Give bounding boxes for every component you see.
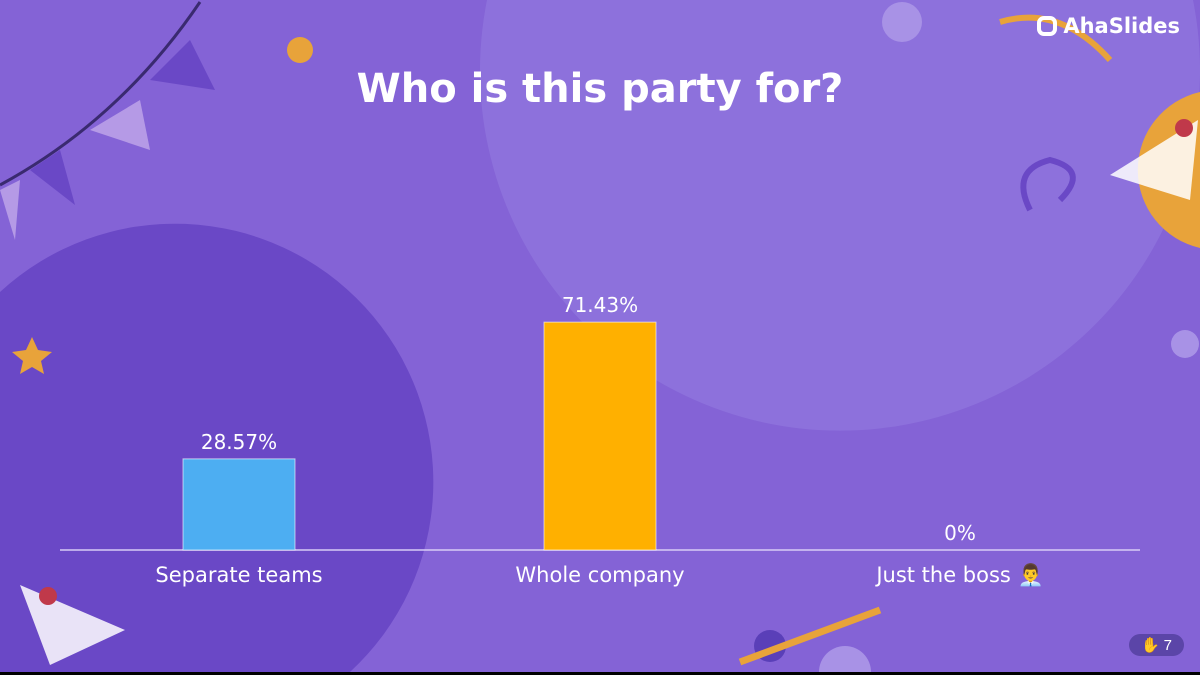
response-count-badge: ✋ 7 xyxy=(1128,634,1184,656)
ahaslides-logo: AhaSlides xyxy=(1037,14,1180,38)
bar-0 xyxy=(182,458,296,551)
star-icon xyxy=(12,337,52,374)
raised-hand-icon: ✋ xyxy=(1140,637,1160,654)
dot xyxy=(287,37,313,63)
dot xyxy=(1171,330,1199,358)
response-count: 7 xyxy=(1163,636,1172,654)
dot xyxy=(882,2,922,42)
background-circle xyxy=(480,0,1200,431)
slide-title: Who is this party for? xyxy=(356,66,844,112)
category-label: Whole company xyxy=(515,563,684,587)
ahaslides-logo-icon xyxy=(1037,16,1058,36)
cocktail-glass-icon xyxy=(20,585,125,665)
data-label: 28.57% xyxy=(201,430,277,454)
bar-1 xyxy=(543,321,657,551)
data-label: 71.43% xyxy=(562,293,638,317)
category-label: Just the boss 👨‍💼 xyxy=(874,562,1043,587)
background-circle xyxy=(0,223,434,672)
category-label: Separate teams xyxy=(155,563,322,587)
cocktail-glass-icon xyxy=(1110,120,1198,200)
data-label: 0% xyxy=(944,521,976,545)
dot xyxy=(819,646,871,672)
brand-name: AhaSlides xyxy=(1063,14,1180,38)
